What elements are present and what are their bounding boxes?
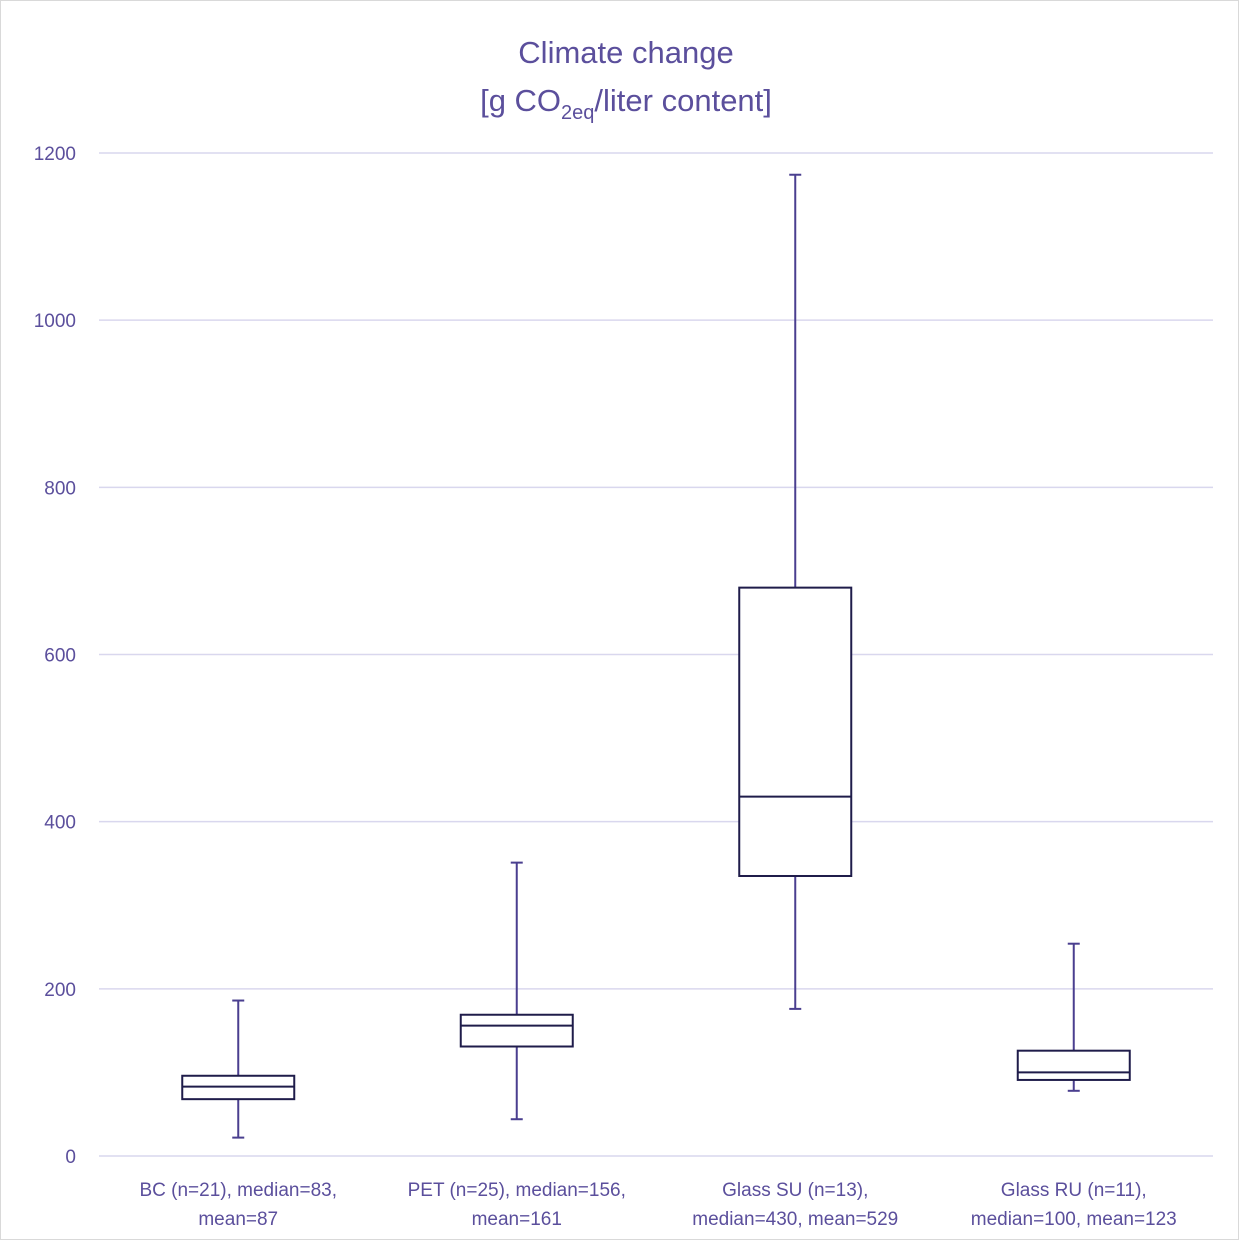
x-axis-category-labels: BC (n=21), median=83, mean=87 PET (n=25), … — [139, 1180, 1176, 1230]
iqr-box — [459, 1013, 574, 1048]
unit-subscript: 2eq — [561, 102, 594, 124]
y-tick-label-200: 200 — [44, 980, 76, 1001]
y-tick-label-0: 0 — [65, 1147, 76, 1168]
category-label-line2-1: mean=87 — [198, 1209, 278, 1230]
y-tick-label-1000: 1000 — [34, 311, 76, 332]
box-series — [181, 173, 1131, 1139]
category-label-line1-4: Glass RU (n=11), — [1001, 1180, 1147, 1201]
unit-prefix: [g CO — [480, 83, 561, 118]
box-group-1 — [181, 999, 296, 1139]
y-tick-label-1200: 1200 — [34, 144, 76, 165]
category-label-line2-3: median=430, mean=529 — [692, 1209, 898, 1230]
chart-title: Climate change — [518, 35, 733, 70]
category-label-line2-4: median=100, mean=123 — [971, 1209, 1177, 1230]
iqr-box — [738, 586, 853, 877]
y-tick-label-400: 400 — [44, 813, 76, 834]
category-label-line2-2: mean=161 — [472, 1209, 562, 1230]
category-label-line1-3: Glass SU (n=13), — [722, 1180, 868, 1201]
category-label-line1-2: PET (n=25), median=156, — [408, 1180, 626, 1201]
grid-lines — [99, 152, 1213, 1157]
iqr-box — [1016, 1049, 1131, 1081]
y-axis-tick-labels: 0 200 400 600 800 1000 1200 — [34, 144, 76, 1168]
chart-unit-title: [g CO2eq/liter content] — [480, 83, 772, 124]
unit-suffix: /liter content] — [594, 83, 771, 118]
category-label-line1-1: BC (n=21), median=83, — [139, 1180, 337, 1201]
y-tick-label-600: 600 — [44, 646, 76, 667]
box-group-4 — [1016, 942, 1131, 1092]
box-group-3 — [738, 173, 853, 1010]
box-group-2 — [459, 861, 574, 1121]
y-tick-label-800: 800 — [44, 478, 76, 499]
